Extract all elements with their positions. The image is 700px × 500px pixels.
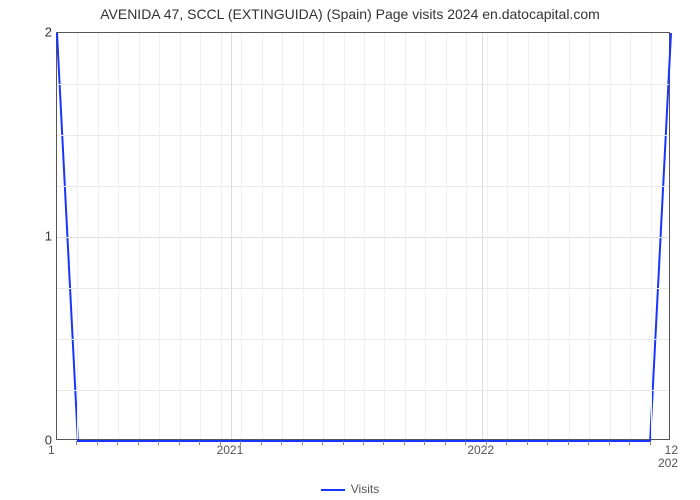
x-tick-minor	[322, 441, 323, 445]
x-tick-minor	[302, 441, 303, 445]
x-tick-minor	[629, 441, 630, 445]
x-tick-minor	[588, 441, 589, 445]
legend-line-icon	[321, 489, 345, 491]
x-right-bound-top: 12	[665, 443, 678, 457]
x-tick-major: 2022	[467, 443, 494, 457]
x-grid-minor	[221, 33, 222, 439]
x-grid-minor	[303, 33, 304, 439]
legend-label: Visits	[351, 482, 379, 496]
x-tick-minor	[650, 441, 651, 445]
x-tick-minor	[179, 441, 180, 445]
x-tick-minor	[220, 441, 221, 445]
x-grid-minor	[446, 33, 447, 439]
x-grid-minor	[98, 33, 99, 439]
x-tick-minor	[281, 441, 282, 445]
y-grid-minor	[57, 186, 669, 187]
x-grid-minor	[466, 33, 467, 439]
x-tick-minor	[609, 441, 610, 445]
y-tick-1: 1	[45, 229, 52, 244]
x-grid-minor	[405, 33, 406, 439]
x-tick-minor	[261, 441, 262, 445]
x-grid-minor	[528, 33, 529, 439]
x-grid-minor	[630, 33, 631, 439]
x-tick-minor	[97, 441, 98, 445]
chart-title: AVENIDA 47, SCCL (EXTINGUIDA) (Spain) Pa…	[0, 6, 700, 22]
x-grid-minor	[159, 33, 160, 439]
y-grid-minor	[57, 288, 669, 289]
x-grid-minor	[364, 33, 365, 439]
x-tick-minor	[76, 441, 77, 445]
x-grid-minor	[384, 33, 385, 439]
x-grid-minor	[487, 33, 488, 439]
legend: Visits	[0, 482, 700, 496]
y-tick-2: 2	[45, 25, 52, 40]
x-left-bound: 1	[48, 443, 55, 457]
y-grid-major	[57, 237, 669, 238]
x-grid-minor	[262, 33, 263, 439]
x-tick-minor	[343, 441, 344, 445]
x-tick-minor	[527, 441, 528, 445]
y-grid-minor	[57, 135, 669, 136]
x-tick-minor	[404, 441, 405, 445]
x-tick-minor	[158, 441, 159, 445]
x-tick-minor	[486, 441, 487, 445]
x-grid-minor	[323, 33, 324, 439]
x-tick-minor	[424, 441, 425, 445]
x-tick-minor	[363, 441, 364, 445]
x-grid-minor	[548, 33, 549, 439]
x-tick-minor	[445, 441, 446, 445]
y-grid-minor	[57, 390, 669, 391]
plot-area	[56, 32, 670, 440]
x-tick-minor	[547, 441, 548, 445]
x-grid-minor	[200, 33, 201, 439]
x-grid-minor	[77, 33, 78, 439]
x-grid-minor	[282, 33, 283, 439]
y-grid-minor	[57, 84, 669, 85]
x-tick-minor	[568, 441, 569, 445]
x-grid-major	[482, 33, 483, 439]
x-tick-minor	[199, 441, 200, 445]
chart-container: { "chart": { "type": "line", "title": "A…	[0, 0, 700, 500]
x-grid-minor	[507, 33, 508, 439]
x-grid-minor	[180, 33, 181, 439]
x-grid-minor	[118, 33, 119, 439]
x-grid-major	[231, 33, 232, 439]
x-grid-minor	[241, 33, 242, 439]
x-grid-minor	[139, 33, 140, 439]
x-tick-minor	[506, 441, 507, 445]
x-tick-minor	[383, 441, 384, 445]
x-right-bound-bot: 202	[658, 456, 678, 470]
x-grid-minor	[344, 33, 345, 439]
y-grid-minor	[57, 339, 669, 340]
x-grid-minor	[610, 33, 611, 439]
x-tick-minor	[240, 441, 241, 445]
x-grid-minor	[425, 33, 426, 439]
x-grid-minor	[651, 33, 652, 439]
x-grid-minor	[569, 33, 570, 439]
x-tick-minor	[117, 441, 118, 445]
x-tick-minor	[138, 441, 139, 445]
x-tick-minor	[465, 441, 466, 445]
x-tick-major: 2021	[217, 443, 244, 457]
x-grid-minor	[589, 33, 590, 439]
